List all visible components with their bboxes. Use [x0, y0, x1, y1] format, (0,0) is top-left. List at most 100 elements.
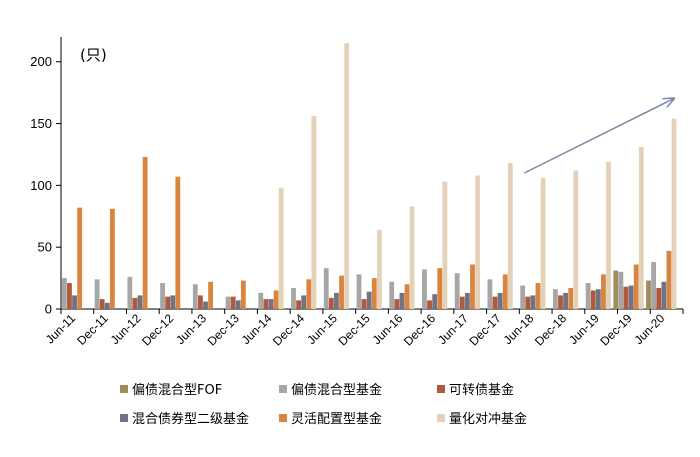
x-tick-label: Jun-14: [239, 311, 275, 347]
bar: [464, 292, 470, 309]
legend-swatch: [120, 414, 128, 422]
bar: [268, 299, 274, 309]
bar: [67, 283, 72, 309]
bar: [475, 175, 480, 309]
bar: [278, 187, 284, 309]
bar: [502, 274, 508, 309]
bar: [291, 287, 296, 309]
bar: [142, 156, 148, 309]
x-tick-label: Dec-16: [401, 311, 438, 348]
plot-area: 050100150200Jun-11Dec-11Jun-12Dec-12Jun-…: [30, 37, 684, 348]
bar: [301, 295, 307, 309]
bar: [553, 289, 558, 309]
bar: [585, 283, 591, 309]
bar: [563, 292, 569, 309]
bar: [258, 292, 264, 309]
bar: [328, 297, 334, 309]
bar: [165, 296, 171, 309]
bar: [339, 275, 344, 309]
x-tick-label: Jun-18: [501, 311, 537, 347]
bar: [409, 206, 415, 309]
bar: [618, 271, 624, 309]
bar: [459, 296, 465, 309]
trend-arrow: [523, 99, 673, 174]
legend-item: 偏债混合型基金: [279, 382, 382, 398]
bar: [656, 287, 662, 309]
legend-label: 偏债混合型FOF: [132, 383, 222, 398]
bar: [366, 291, 372, 309]
bar: [442, 181, 448, 309]
bar: [356, 274, 362, 309]
x-tick-label: Jun-12: [108, 311, 144, 347]
bar: [492, 296, 498, 309]
bar: [470, 264, 475, 309]
x-tick-label: Dec-11: [74, 311, 111, 348]
bar: [230, 296, 236, 309]
bar: [192, 284, 198, 309]
x-tick-label: Jun-13: [173, 311, 209, 347]
bar: [208, 281, 213, 309]
bar: [225, 296, 231, 309]
legend-item: 灵活配置型基金: [279, 411, 382, 427]
x-tick-label: Jun-19: [566, 311, 602, 347]
bar: [427, 300, 432, 309]
bar: [104, 302, 110, 309]
bar: [520, 285, 526, 309]
bar: [651, 262, 657, 309]
bar: [376, 229, 382, 309]
bar: [601, 274, 606, 309]
bar: [530, 295, 536, 309]
legend-label: 灵活配置型基金: [291, 411, 382, 427]
legend-swatch: [279, 414, 287, 422]
bar: [606, 161, 611, 309]
bar: [61, 278, 67, 309]
x-tick-label: Dec-19: [597, 311, 634, 348]
bar: [132, 297, 138, 309]
bar: [389, 281, 395, 309]
bar: [573, 170, 579, 309]
bar: [623, 286, 629, 309]
bar: [394, 299, 400, 309]
bar: [334, 292, 339, 309]
y-tick-label: 200: [30, 54, 52, 69]
bar: [535, 283, 541, 309]
x-tick-label: Dec-18: [532, 311, 569, 348]
bar: [525, 296, 531, 309]
bar: [371, 278, 377, 309]
y-tick-label: 150: [30, 116, 52, 131]
x-tick-label: Jun-17: [435, 311, 471, 347]
y-tick-label: 0: [45, 302, 52, 317]
bar: [454, 273, 460, 309]
bar: [638, 147, 644, 309]
bar: [344, 43, 350, 309]
bar: [540, 177, 546, 309]
x-tick-label: Dec-15: [335, 311, 372, 348]
bar: [590, 290, 596, 309]
x-tick-label: Jun-15: [304, 311, 340, 347]
bar: [497, 292, 503, 309]
bar: [127, 276, 133, 309]
bar: [137, 295, 143, 309]
bar: [94, 279, 100, 309]
bar: [558, 295, 563, 309]
bar: [613, 270, 619, 309]
x-tick-label: Dec-17: [466, 311, 503, 348]
bar: [361, 299, 367, 309]
bar: [671, 118, 677, 309]
legend-item: 混合债券型二级基金: [120, 411, 249, 427]
legend-swatch: [279, 385, 287, 393]
bar: [437, 268, 443, 309]
legend-item: 量化对冲基金: [437, 411, 527, 427]
legend-label: 可转债基金: [449, 382, 514, 398]
x-tick-label: Jun-20: [632, 311, 668, 347]
bar: [203, 301, 208, 309]
y-unit-label: (只): [80, 46, 107, 64]
bar: [633, 264, 639, 309]
bar: [595, 289, 601, 309]
bar: [646, 280, 651, 309]
bar: [72, 295, 77, 309]
x-tick-label: Dec-14: [270, 311, 307, 348]
bar: [568, 287, 574, 309]
bar: [77, 207, 83, 309]
